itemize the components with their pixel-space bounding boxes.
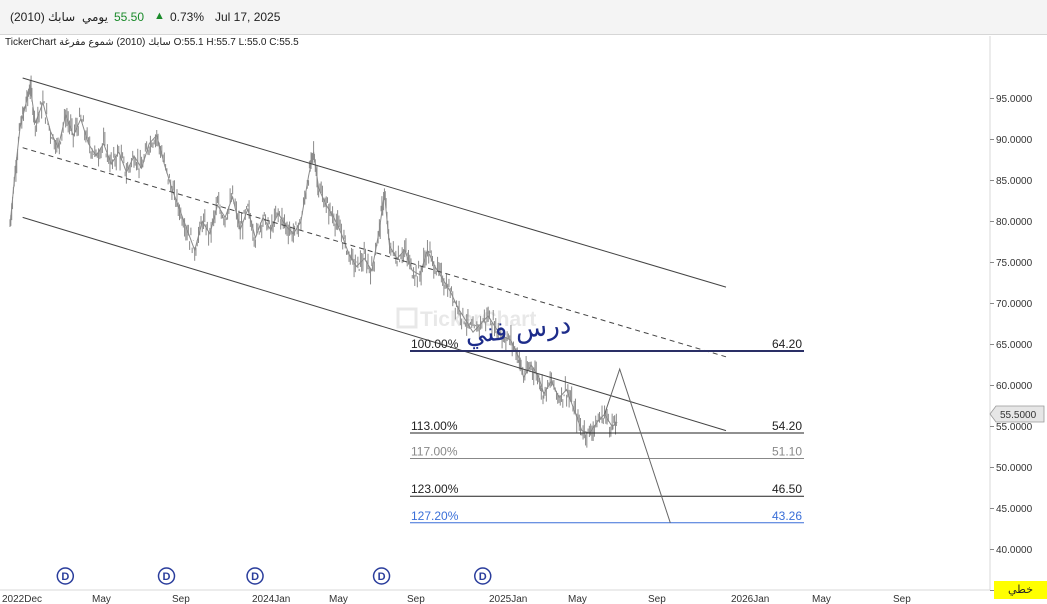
y-tick-label: 70.0000 xyxy=(996,299,1033,310)
watermark-logo-text: TickerChart xyxy=(420,308,536,331)
y-tick-label: 90.0000 xyxy=(996,135,1033,146)
dividend-letter: D xyxy=(61,571,69,583)
fib-percent-label: 123.00% xyxy=(411,482,459,496)
y-tick-label: 40.0000 xyxy=(996,545,1033,556)
dividend-circle xyxy=(474,567,492,585)
y-tick-label: 95.0000 xyxy=(996,94,1033,105)
y-tick-label: 50.0000 xyxy=(996,463,1033,474)
fib-value-label: 43.26 xyxy=(772,509,802,523)
fib-percent-label: 113.00% xyxy=(411,419,458,433)
fib-value-label: 46.50 xyxy=(772,482,802,496)
x-tick-label: Sep xyxy=(648,594,666,604)
x-tick-label: May xyxy=(329,594,348,604)
x-tick-label: 2026Jan xyxy=(731,594,769,604)
x-tick-label: May xyxy=(92,594,111,604)
fib-levels: 100.00% 64.20 113.00% 54.20 117.00% 51.10 123.… xyxy=(410,337,804,524)
y-axis: 95.0000 90.0000 85.0000 80.0000 75.0000 70.00… xyxy=(990,94,1033,597)
dividend-letter: D xyxy=(479,571,487,583)
channel-median-line xyxy=(22,147,727,358)
x-tick-label: May xyxy=(812,594,831,604)
fib-percent-label: 117.00% xyxy=(411,444,458,458)
y-tick-label: 80.0000 xyxy=(996,217,1033,228)
dividend-letter: D xyxy=(163,571,171,583)
projection-path xyxy=(604,367,671,523)
channel-upper-line xyxy=(22,77,727,288)
channel-lower-line xyxy=(22,216,727,432)
x-tick-label: Sep xyxy=(172,594,190,604)
dividend-circle xyxy=(372,567,391,585)
y-tick-label: 85.0000 xyxy=(996,176,1033,187)
x-tick-label: Sep xyxy=(893,594,911,604)
price-line xyxy=(9,86,618,434)
date-label: Jul 17, 2025 xyxy=(215,10,281,24)
current-price-tag: 55.5000 xyxy=(989,405,1045,423)
x-tick-label: 2024Jan xyxy=(252,594,290,604)
dividend-marker[interactable]: D xyxy=(474,567,492,585)
y-tick-label: 65.0000 xyxy=(996,340,1033,351)
y-tick-label: 45.0000 xyxy=(996,504,1033,515)
y-tick-label: 75.0000 xyxy=(996,258,1033,269)
x-tick-label: May xyxy=(568,594,587,604)
fib-value-label: 64.20 xyxy=(772,337,802,351)
dividend-marker[interactable]: D xyxy=(56,567,75,585)
period-label[interactable]: يومي xyxy=(82,10,108,24)
dividend-circle xyxy=(56,567,75,585)
x-tick-label: 2022Dec xyxy=(2,594,42,604)
candle-series xyxy=(9,75,618,448)
up-triangle-icon: ▲ xyxy=(154,10,165,22)
y-tick-label: 55.0000 xyxy=(996,422,1033,433)
y-tick-label: 60.0000 xyxy=(996,381,1033,392)
dividend-letter: D xyxy=(378,571,386,583)
dividend-circle xyxy=(157,567,176,585)
symbol-label[interactable]: سابك (2010) xyxy=(10,10,76,24)
last-price: 55.50 xyxy=(114,10,145,24)
top-toolbar: سابك (2010) يومي 55.50 ▲ 0.73% Jul 17, 2… xyxy=(0,0,1047,35)
ohlc-info: TickerChart سابك (2010) شموع مفرغة O:55.… xyxy=(5,37,299,48)
watermark-logo: TickerChart xyxy=(396,307,536,331)
projection-line xyxy=(604,367,671,523)
dividend-marker[interactable]: D xyxy=(372,567,391,585)
line-type-button[interactable]: خطي xyxy=(994,581,1047,599)
dividend-circle xyxy=(246,567,264,585)
regression-channel xyxy=(22,77,727,432)
change-percent: 0.73% xyxy=(170,10,205,24)
fib-value-label: 54.20 xyxy=(772,419,802,433)
fib-percent-label: 127.20% xyxy=(411,509,459,523)
dividend-marker[interactable]: D xyxy=(246,567,264,585)
dividend-letter: D xyxy=(251,571,259,583)
x-tick-label: Sep xyxy=(407,594,425,604)
dividend-marker[interactable]: D xyxy=(157,567,176,585)
fib-percent-label: 100.00% xyxy=(411,337,459,351)
x-axis: 2022Dec May Sep 2024Jan May Sep 2025Jan May Sep 2… xyxy=(2,594,911,604)
x-tick-label: 2025Jan xyxy=(489,594,527,604)
fib-value-label: 51.10 xyxy=(772,444,802,458)
current-price-label: 55.5000 xyxy=(1000,410,1037,421)
